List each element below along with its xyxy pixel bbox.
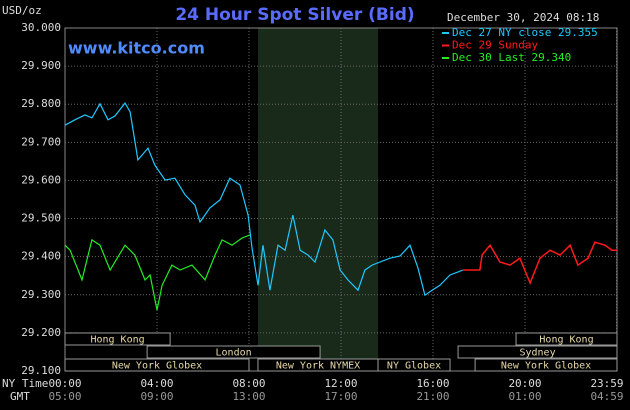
session-bar	[377, 358, 451, 372]
site-label: www.kitco.com	[68, 39, 205, 58]
gmt-tick-label: 13:00	[232, 390, 265, 403]
legend-label: Dec 29 Sunday	[452, 39, 538, 52]
x-tick-label: 00:00	[48, 377, 81, 390]
y-tick-label: 29.100	[21, 364, 61, 377]
session-bar	[64, 358, 250, 372]
shaded-region	[257, 28, 379, 371]
session-label: New York NYMEX	[276, 361, 360, 372]
session-label: Sydney	[519, 348, 555, 359]
gmt-tick-label: 09:00	[140, 390, 173, 403]
y-tick-label: 29.200	[21, 326, 61, 339]
session-bar	[146, 345, 321, 359]
y-tick-label: 29.300	[21, 288, 61, 301]
gmt-tick-label: 04:59	[590, 390, 623, 403]
chart-title: 24 Hour Spot Silver (Bid)	[175, 5, 414, 25]
x-tick-label: 12:00	[324, 377, 357, 390]
x-tick-label: 04:00	[140, 377, 173, 390]
session-label: Hong Kong	[90, 335, 144, 346]
date-label: December 30, 2024 08:18	[447, 11, 599, 24]
y-tick-label: 29.500	[21, 212, 61, 225]
x-tick-label: 16:00	[416, 377, 449, 390]
session-bar	[515, 332, 618, 346]
gmt-tick-label: 21:00	[416, 390, 449, 403]
x-axis-label: NY Time	[2, 377, 48, 390]
session-bar	[64, 332, 171, 346]
x2-axis-label: GMT	[10, 390, 30, 403]
y-tick-label: 29.800	[21, 97, 61, 110]
session-label: New York Globex	[501, 361, 591, 372]
x-tick-label: 23:59	[590, 377, 623, 390]
session-label: New York Globex	[112, 361, 202, 372]
session-bar	[457, 345, 618, 359]
legend-label: Dec 27 NY close 29.355	[452, 26, 598, 39]
session-label: London	[216, 348, 252, 359]
session-bar	[474, 358, 618, 372]
y-tick-label: 29.400	[21, 250, 61, 263]
gmt-tick-label: 05:00	[48, 390, 81, 403]
unit-label: USD/oz	[2, 4, 42, 17]
y-tick-label: 29.600	[21, 173, 61, 186]
y-tick-label: 30.000	[21, 21, 61, 34]
series-line	[64, 234, 251, 311]
gmt-tick-label: 17:00	[324, 390, 357, 403]
session-label: NY Globex	[387, 361, 441, 372]
y-tick-label: 29.900	[21, 59, 61, 72]
legend-label: Dec 30 Last 29.340	[452, 51, 571, 64]
x-tick-label: 08:00	[232, 377, 265, 390]
y-tick-label: 29.700	[21, 135, 61, 148]
series-line	[64, 102, 464, 297]
x-tick-label: 20:00	[508, 377, 541, 390]
session-label: Hong Kong	[539, 335, 593, 346]
series-line	[462, 241, 617, 285]
gmt-tick-label: 01:00	[508, 390, 541, 403]
